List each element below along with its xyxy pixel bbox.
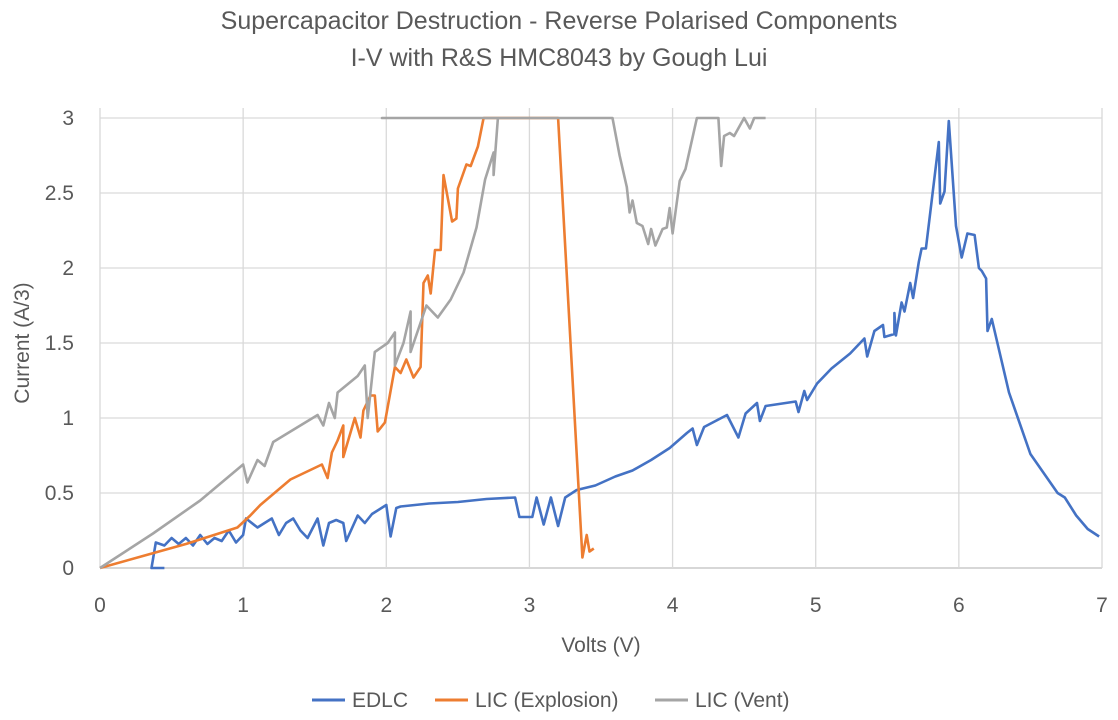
- x-tick-label: 2: [380, 594, 392, 617]
- y-tick-label: 2.5: [45, 182, 74, 205]
- chart-subtitle: I-V with R&S HMC8043 by Gough Lui: [351, 44, 768, 72]
- gridlines: [99, 108, 1103, 569]
- x-axis-label: Volts (V): [561, 634, 640, 657]
- series-line-edlc: [150, 119, 1100, 570]
- chart-title: Supercapacitor Destruction - Reverse Pol…: [221, 7, 898, 35]
- legend-label: LIC (Explosion): [475, 689, 619, 712]
- series-line-lic-vent: [99, 116, 766, 570]
- x-tick-label: 0: [94, 594, 106, 617]
- series-line-lic-explosion: [99, 116, 595, 570]
- y-tick-label: 0.5: [45, 482, 74, 505]
- legend: EDLC LIC (Explosion) LIC (Vent): [312, 689, 790, 712]
- y-tick-label: 1: [62, 407, 74, 430]
- legend-label: EDLC: [352, 689, 408, 712]
- y-axis-label: Current (A/3): [11, 282, 34, 403]
- x-tick-label: 3: [524, 594, 536, 617]
- y-tick-label: 2: [62, 257, 74, 280]
- legend-label: LIC (Vent): [695, 689, 790, 712]
- y-tick-label: 0: [62, 557, 74, 580]
- x-tick-label: 4: [667, 594, 679, 617]
- x-tick-label: 5: [810, 594, 822, 617]
- tick-labels: 0 0.5 1 1.5 2 2.5 3 0 1 2 3 4 5 6 7: [45, 107, 1108, 617]
- y-tick-label: 3: [62, 107, 74, 130]
- y-tick-label: 1.5: [45, 332, 74, 355]
- x-tick-label: 1: [237, 594, 249, 617]
- x-tick-label: 7: [1096, 594, 1108, 617]
- series-lines: [99, 116, 1100, 570]
- x-tick-label: 6: [953, 594, 965, 617]
